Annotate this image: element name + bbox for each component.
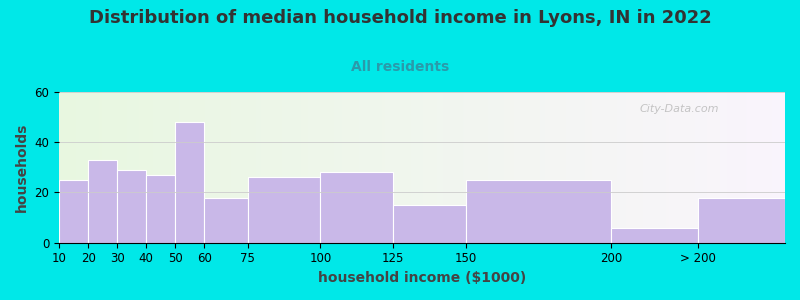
- Bar: [88, 160, 118, 243]
- Bar: [698, 197, 785, 243]
- Bar: [393, 205, 466, 243]
- Bar: [321, 172, 393, 243]
- X-axis label: household income ($1000): household income ($1000): [318, 271, 526, 285]
- Bar: [610, 228, 698, 243]
- Bar: [146, 175, 175, 243]
- Text: All residents: All residents: [351, 60, 449, 74]
- Text: Distribution of median household income in Lyons, IN in 2022: Distribution of median household income …: [89, 9, 711, 27]
- Bar: [59, 180, 88, 243]
- Bar: [466, 180, 610, 243]
- Bar: [204, 197, 248, 243]
- Bar: [118, 170, 146, 243]
- Bar: [248, 177, 321, 243]
- Y-axis label: households: households: [15, 123, 29, 212]
- Bar: [175, 122, 204, 243]
- Text: City-Data.com: City-Data.com: [640, 104, 719, 114]
